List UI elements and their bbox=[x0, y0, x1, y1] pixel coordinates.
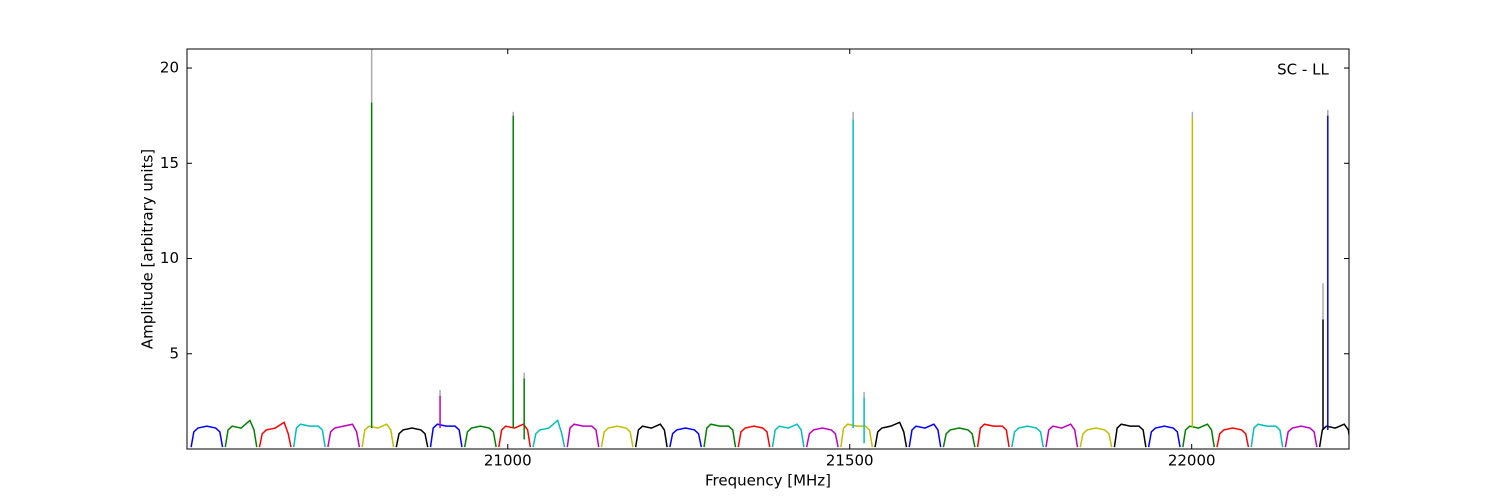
spectrum-line bbox=[908, 423, 942, 448]
y-axis-label: Amplitude [arbitrary units] bbox=[139, 149, 157, 349]
spectrum-line bbox=[669, 427, 703, 448]
spectrum-line bbox=[634, 423, 668, 448]
axes-frame bbox=[186, 48, 1350, 450]
spectrum-line bbox=[737, 425, 771, 448]
x-tick-label: 21000 bbox=[484, 452, 532, 470]
spectrum-line bbox=[840, 423, 874, 448]
spectrum-line bbox=[1216, 427, 1250, 448]
spectrum-line bbox=[874, 421, 908, 448]
spectrum-line bbox=[1079, 427, 1113, 448]
spectrum-line bbox=[395, 427, 429, 448]
annotation: SC - LL bbox=[1277, 61, 1329, 79]
spectrum-line bbox=[327, 423, 361, 448]
spectrum-line bbox=[566, 423, 600, 448]
spectrum-line bbox=[1011, 425, 1045, 448]
spectrum-line bbox=[1147, 425, 1181, 448]
spectrum-line bbox=[771, 423, 805, 448]
spectrum-line bbox=[1045, 423, 1079, 448]
spectrum-line bbox=[463, 425, 497, 448]
spectrum-line bbox=[190, 425, 224, 448]
spectrum-line bbox=[361, 423, 395, 448]
y-tick-label: 20 bbox=[160, 59, 179, 77]
spectrum-line bbox=[224, 419, 258, 448]
x-axis-label: Frequency [MHz] bbox=[705, 472, 831, 490]
y-tick-label: 5 bbox=[169, 344, 179, 362]
spectrum-line bbox=[292, 423, 326, 448]
spectrum-line bbox=[498, 423, 532, 448]
spectrum-line bbox=[942, 427, 976, 448]
spectrum-line bbox=[805, 427, 839, 448]
y-tick-label: 15 bbox=[160, 154, 179, 172]
spectrum-line bbox=[1113, 423, 1147, 448]
spectrum-line bbox=[258, 421, 292, 448]
spectrum-line bbox=[976, 423, 1010, 448]
y-tick-label: 10 bbox=[160, 249, 179, 267]
x-tick-label: 21500 bbox=[826, 452, 874, 470]
spectrum-line bbox=[532, 419, 566, 448]
spectrum-line bbox=[429, 423, 463, 448]
spectrum-line bbox=[1182, 423, 1216, 448]
plot-area bbox=[190, 49, 1349, 448]
spectrum-line bbox=[600, 425, 634, 448]
spectrum-line bbox=[1250, 423, 1284, 448]
x-tick-label: 22000 bbox=[1168, 452, 1216, 470]
spectrum-line bbox=[703, 423, 737, 448]
spectrum-line bbox=[1284, 425, 1318, 448]
